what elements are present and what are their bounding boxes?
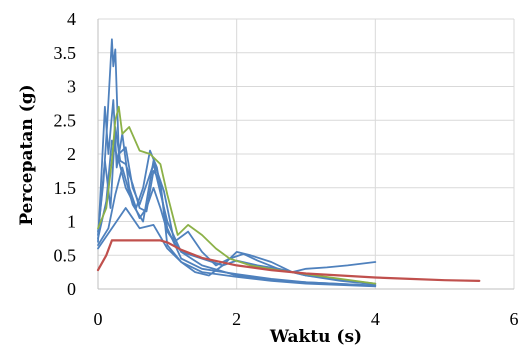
series-line-target-7 xyxy=(97,105,377,285)
y-tick-label: 2 xyxy=(67,144,76,164)
y-tick-label: 1.5 xyxy=(54,178,77,198)
series-lines xyxy=(96,38,481,288)
y-tick-label: 3.5 xyxy=(54,43,77,63)
series-line-records-6 xyxy=(97,207,377,277)
y-tick-label: 4 xyxy=(67,9,76,29)
series-line-records-5 xyxy=(97,159,377,286)
x-axis-title: Waktu (s) xyxy=(269,327,362,347)
series-line-design-8 xyxy=(96,239,481,282)
y-tick-label: 3 xyxy=(67,77,76,97)
x-tick-label: 4 xyxy=(371,309,380,329)
y-tick-label: 0.5 xyxy=(54,245,77,265)
y-axis-title: Percepatan (g) xyxy=(17,84,37,225)
y-tick-label: 0 xyxy=(67,279,76,299)
series-line-records-2 xyxy=(97,99,377,287)
y-tick-label: 1 xyxy=(67,212,76,232)
x-tick-label: 0 xyxy=(94,309,103,329)
x-tick-label: 6 xyxy=(510,309,519,329)
x-tick-label: 2 xyxy=(232,309,241,329)
grid xyxy=(98,18,515,289)
y-tick-label: 2.5 xyxy=(54,110,77,130)
tick-labels: 0 0.5 1 1.5 2 2.5 3 3.5 4 0 2 4 6 xyxy=(54,9,519,329)
